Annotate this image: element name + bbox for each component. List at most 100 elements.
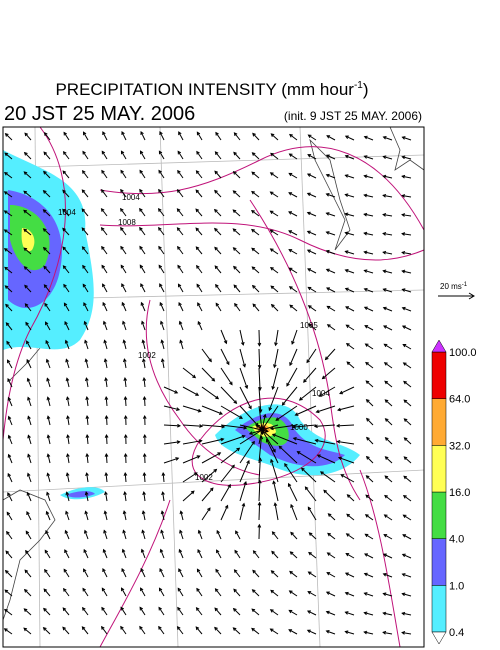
wind-arrow bbox=[84, 340, 89, 350]
wind-arrow bbox=[326, 154, 336, 160]
wind-arrow bbox=[402, 195, 412, 198]
wind-arrow-head bbox=[384, 456, 389, 460]
wind-arrow bbox=[346, 361, 355, 369]
wind-arrow-head bbox=[25, 549, 29, 554]
wind-arrow bbox=[270, 153, 279, 160]
colorbar-label: 16.0 bbox=[449, 487, 470, 499]
wind-arrow bbox=[105, 396, 108, 407]
wind-arrow bbox=[4, 191, 13, 198]
wind-arrow bbox=[220, 367, 233, 385]
wind-arrow bbox=[364, 175, 374, 179]
wind-arrow bbox=[215, 588, 222, 597]
wind-arrow bbox=[337, 424, 355, 427]
wind-arrow bbox=[43, 588, 51, 597]
wind-arrow-head bbox=[327, 513, 332, 517]
wind-arrow-head bbox=[81, 227, 86, 232]
wind-arrow-head bbox=[286, 382, 290, 387]
wind-arrow-head bbox=[120, 606, 124, 611]
wind-arrow bbox=[45, 530, 51, 540]
wind-arrow-head bbox=[45, 358, 50, 363]
wind-arrow-head bbox=[179, 529, 183, 534]
wind-arrow bbox=[252, 152, 260, 160]
wind-arrow-head bbox=[62, 246, 67, 251]
wind-arrow bbox=[177, 607, 184, 616]
wind-arrow bbox=[234, 303, 241, 312]
wind-arrow-head bbox=[365, 399, 370, 403]
wind-arrow bbox=[384, 475, 393, 483]
wind-arrow-head bbox=[159, 548, 164, 553]
wind-arrow bbox=[366, 475, 374, 483]
wind-arrow-head bbox=[141, 510, 146, 515]
wind-arrow-head bbox=[364, 553, 368, 557]
wind-arrow bbox=[383, 194, 393, 198]
wind-arrow-head bbox=[306, 230, 311, 235]
wind-arrow bbox=[327, 324, 336, 331]
wind-arrow bbox=[158, 227, 165, 236]
wind-arrow bbox=[307, 507, 317, 521]
wind-arrow-head bbox=[382, 611, 387, 616]
colorbar-segment bbox=[431, 398, 447, 446]
wind-arrow-head bbox=[178, 131, 182, 136]
wind-arrow bbox=[270, 191, 279, 198]
wind-arrow-head bbox=[241, 502, 246, 507]
wind-arrow bbox=[81, 227, 89, 236]
wind-arrow-head bbox=[120, 188, 124, 193]
wind-arrow bbox=[143, 472, 146, 483]
wind-arrow bbox=[233, 171, 241, 179]
wind-arrow-head bbox=[62, 227, 66, 232]
wind-arrow bbox=[139, 189, 146, 198]
wind-arrow-head bbox=[4, 589, 9, 594]
wind-arrow-head bbox=[289, 570, 293, 575]
wind-arrow bbox=[140, 568, 146, 578]
wind-arrow bbox=[177, 588, 184, 597]
wind-arrow-head bbox=[220, 437, 225, 442]
wind-arrow-head bbox=[336, 439, 341, 444]
wind-arrow bbox=[26, 359, 32, 369]
wind-arrow-head bbox=[196, 283, 201, 288]
wind-arrow-head bbox=[177, 423, 181, 428]
wind-arrow-head bbox=[316, 454, 321, 458]
wind-arrow bbox=[158, 265, 165, 274]
wind-arrow-head bbox=[157, 207, 162, 212]
wind-arrow bbox=[288, 211, 298, 217]
wind-arrow bbox=[383, 307, 393, 312]
wind-arrow-head bbox=[5, 303, 9, 308]
wind-arrow-head bbox=[401, 325, 406, 329]
wind-arrow-head bbox=[196, 587, 200, 592]
wind-arrow bbox=[289, 590, 298, 597]
wind-arrow bbox=[25, 322, 32, 331]
wind-arrow bbox=[251, 608, 260, 616]
wind-arrow bbox=[4, 609, 13, 616]
wind-arrow bbox=[67, 416, 70, 426]
wind-arrow-head bbox=[177, 264, 181, 269]
wind-arrow bbox=[402, 233, 412, 236]
wind-arrow-head bbox=[290, 503, 294, 508]
wind-arrow-head bbox=[306, 211, 311, 216]
wind-arrow-head bbox=[121, 567, 125, 572]
wind-arrow-head bbox=[4, 152, 9, 157]
wind-arrow-head bbox=[402, 343, 407, 348]
wind-arrow-head bbox=[218, 411, 223, 415]
wind-arrow-head bbox=[236, 447, 241, 452]
wind-arrow bbox=[180, 511, 184, 521]
wind-arrow bbox=[268, 386, 279, 411]
wind-arrow-head bbox=[401, 194, 406, 198]
contour-label: 1002 bbox=[138, 351, 156, 360]
wind-arrow bbox=[85, 378, 89, 388]
wind-arrow bbox=[23, 627, 32, 635]
wind-arrow-head bbox=[270, 570, 275, 574]
wind-arrow bbox=[272, 367, 279, 390]
wind-arrow bbox=[142, 340, 146, 350]
wind-arrow-head bbox=[382, 250, 387, 255]
wind-arrow bbox=[251, 266, 260, 274]
wind-arrow-head bbox=[160, 320, 164, 325]
wind-arrow bbox=[195, 246, 203, 255]
wind-arrow bbox=[44, 550, 51, 559]
wind-arrow-head bbox=[294, 412, 299, 416]
wind-arrow bbox=[43, 228, 51, 236]
wind-arrow bbox=[345, 232, 355, 236]
wind-arrow bbox=[201, 386, 219, 400]
wind-arrow bbox=[252, 133, 260, 141]
wind-arrow bbox=[4, 266, 13, 274]
wind-arrow bbox=[234, 550, 241, 559]
